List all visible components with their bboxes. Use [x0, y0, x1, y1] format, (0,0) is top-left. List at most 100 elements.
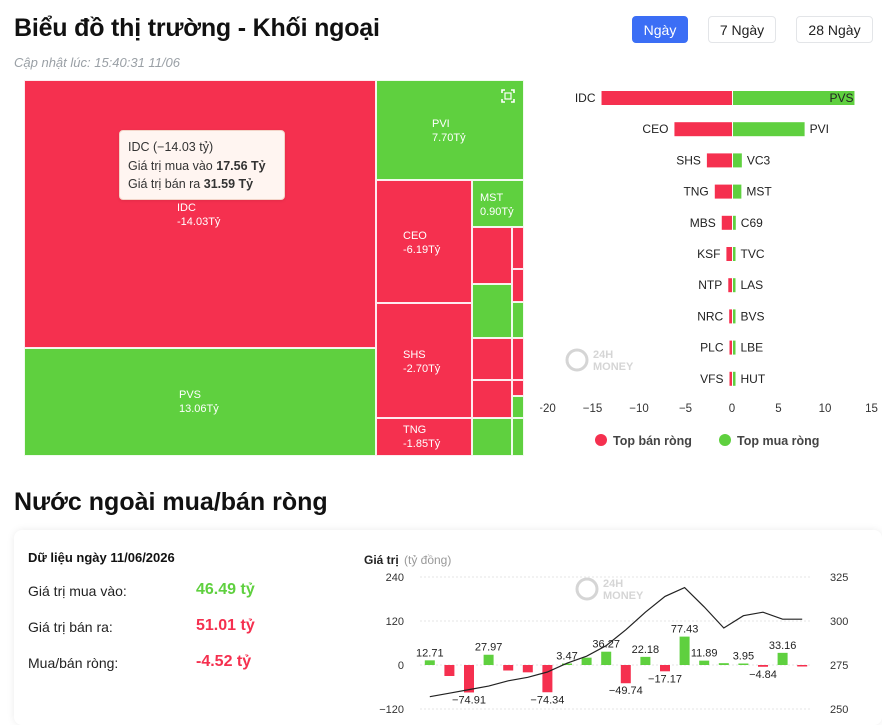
net-bar [679, 636, 690, 665]
data-date-label: Dữ liệu ngày 11/06/2026 [28, 550, 175, 565]
x-tick-label: −10 [629, 403, 649, 415]
tab-day[interactable]: Ngày [632, 16, 688, 43]
buy-bar [733, 184, 742, 199]
net-bar [522, 665, 533, 673]
net-bar [581, 657, 592, 665]
sell-bar [601, 91, 732, 105]
tile-small[interactable] [472, 338, 512, 380]
tile-small[interactable] [512, 302, 524, 338]
net-bar [699, 660, 710, 665]
y-tick-label: 120 [386, 616, 404, 628]
watermark-icon [575, 577, 599, 601]
sell-code-label: NRC [697, 309, 723, 323]
watermark-text: MONEY [603, 590, 644, 602]
sell-code-label: KSF [697, 247, 720, 261]
sell-code-label: IDC [575, 91, 596, 105]
buy-bar [733, 91, 855, 105]
buy-code-label: TVC [741, 247, 765, 261]
x-tick-label: −5 [679, 403, 692, 415]
watermark-text: MONEY [593, 361, 634, 373]
tile-mst[interactable]: MST 0.90Tỷ [472, 180, 524, 227]
updated-timestamp: Cập nhật lúc: 15:40:31 11/06 [14, 55, 180, 70]
tile-idc[interactable]: IDC -14.03Tỷ [24, 80, 376, 348]
page-title: Biểu đồ thị trường - Khối ngoại [14, 14, 380, 42]
tooltip-buy-label: Giá trị mua vào [128, 158, 213, 173]
net-bar [758, 665, 768, 667]
buy-bar [733, 247, 736, 261]
x-tick-label: −15 [583, 403, 603, 415]
net-bar [503, 665, 514, 671]
tile-small[interactable] [472, 380, 512, 418]
data-label: 3.95 [733, 651, 754, 663]
x-tick-label: 15 [865, 403, 878, 415]
y2-tick-label: 325 [830, 572, 848, 584]
legend-buy-label: Top mua ròng [737, 434, 819, 448]
sell-bar [726, 247, 732, 261]
buy-code-label: PVS [829, 91, 853, 105]
net-bar [601, 651, 612, 665]
data-label: 77.43 [671, 624, 699, 636]
chart-title: Giá trị [364, 553, 399, 567]
net-value-label: Mua/bán ròng: [28, 655, 119, 671]
tile-ceo-label: CEO -6.19Tỷ [403, 230, 441, 256]
tooltip-buy-value: 17.56 Tỷ [216, 158, 266, 173]
buy-code-label: BVS [741, 309, 765, 323]
sell-bar [714, 184, 732, 199]
tile-mst-label: MST 0.90Tỷ [480, 192, 514, 218]
y-tick-label: 240 [386, 572, 404, 584]
tile-small[interactable] [512, 338, 524, 380]
tile-ceo[interactable]: CEO -6.19Tỷ [376, 180, 472, 303]
sell-code-label: VFS [700, 372, 723, 386]
tile-tng-label: TNG -1.85Tỷ [403, 424, 441, 450]
y2-tick-label: 300 [830, 616, 848, 628]
data-label: 27.97 [475, 642, 503, 654]
data-label: 11.89 [691, 648, 718, 660]
tooltip-sell-label: Giá trị bán ra [128, 177, 201, 191]
buy-code-label: MST [746, 185, 772, 199]
net-bar [640, 656, 651, 665]
watermark-icon [565, 348, 589, 372]
tile-pvi[interactable]: PVI 7.70Tỷ [376, 80, 524, 180]
tile-shs[interactable]: SHS -2.70Tỷ [376, 303, 472, 418]
buy-code-label: C69 [741, 216, 763, 230]
net-bar [444, 665, 455, 676]
buy-bar [733, 309, 736, 324]
y2-tick-label: 250 [830, 704, 848, 716]
buy-bar [733, 340, 736, 355]
data-label: 3.47 [556, 651, 577, 663]
data-label: −4.84 [749, 669, 777, 681]
tile-pvs[interactable]: PVS 13.06Tỷ [24, 348, 376, 456]
data-label: 36.27 [592, 639, 620, 651]
tab-28-days[interactable]: 28 Ngày [796, 16, 873, 43]
section-heading: Nước ngoài mua/bán ròng [14, 488, 328, 516]
buy-bar [733, 153, 742, 168]
expand-icon[interactable] [501, 89, 515, 103]
sell-bar [729, 309, 732, 324]
data-label: −74.91 [452, 694, 486, 706]
net-bar [562, 663, 572, 665]
index-line [429, 586, 803, 698]
buy-code-label: LAS [741, 278, 764, 292]
tile-small[interactable] [472, 284, 512, 338]
tile-small[interactable] [512, 380, 524, 396]
tile-small[interactable] [512, 396, 524, 418]
tab-7-days[interactable]: 7 Ngày [708, 16, 776, 43]
sell-code-label: TNG [683, 185, 708, 199]
tile-tng[interactable]: TNG -1.85Tỷ [376, 418, 472, 456]
data-label: −17.17 [648, 673, 682, 685]
tile-small[interactable] [512, 269, 524, 302]
buy-code-label: VC3 [747, 153, 771, 167]
sell-value-label: Giá trị bán ra: [28, 619, 113, 635]
chart-unit: (tỷ đồng) [404, 553, 451, 567]
tile-idc-label: IDC -14.03Tỷ [177, 202, 221, 228]
buy-code-label: LBE [741, 341, 764, 355]
tile-small[interactable] [512, 227, 524, 269]
sell-bar [729, 371, 732, 386]
tooltip-sell-value: 31.59 Tỷ [203, 177, 254, 191]
tile-small[interactable] [472, 418, 512, 456]
net-bar [542, 665, 553, 693]
tile-small[interactable] [472, 227, 512, 284]
x-tick-label: −20 [540, 403, 556, 415]
net-bar [718, 663, 729, 665]
tile-small[interactable] [512, 418, 524, 456]
